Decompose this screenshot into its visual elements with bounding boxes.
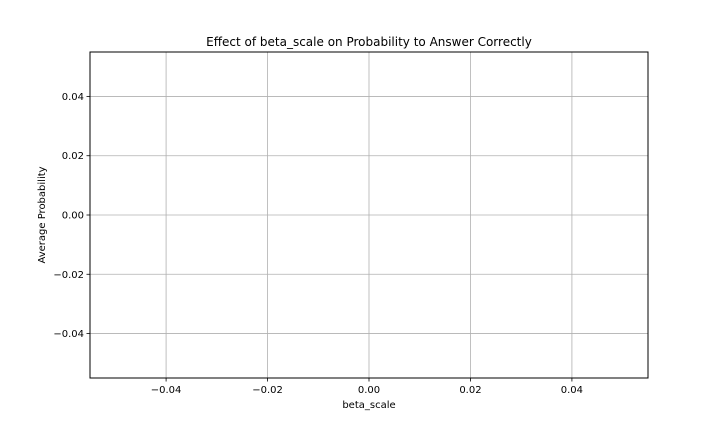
chart-title: Effect of beta_scale on Probability to A… xyxy=(206,35,532,49)
x-tick-label: −0.02 xyxy=(252,385,283,396)
y-tick-label: 0.00 xyxy=(62,211,84,222)
axis-ticks: −0.04 −0.02 0.00 0.02 0.04 0.04 0.02 0.00 −0.02 −… xyxy=(53,92,583,396)
y-tick-label: 0.04 xyxy=(62,92,84,103)
x-tick-label: −0.04 xyxy=(151,385,182,396)
grid-lines xyxy=(90,52,648,378)
y-tick-label: −0.04 xyxy=(53,329,84,340)
y-axis-label: Average Probability xyxy=(37,166,48,263)
y-tick-label: 0.02 xyxy=(62,151,84,162)
y-tick-label: −0.02 xyxy=(53,270,84,281)
x-tick-label: 0.00 xyxy=(358,385,380,396)
x-axis-label: beta_scale xyxy=(342,400,395,411)
x-tick-label: 0.04 xyxy=(561,385,583,396)
x-tick-label: 0.02 xyxy=(459,385,481,396)
